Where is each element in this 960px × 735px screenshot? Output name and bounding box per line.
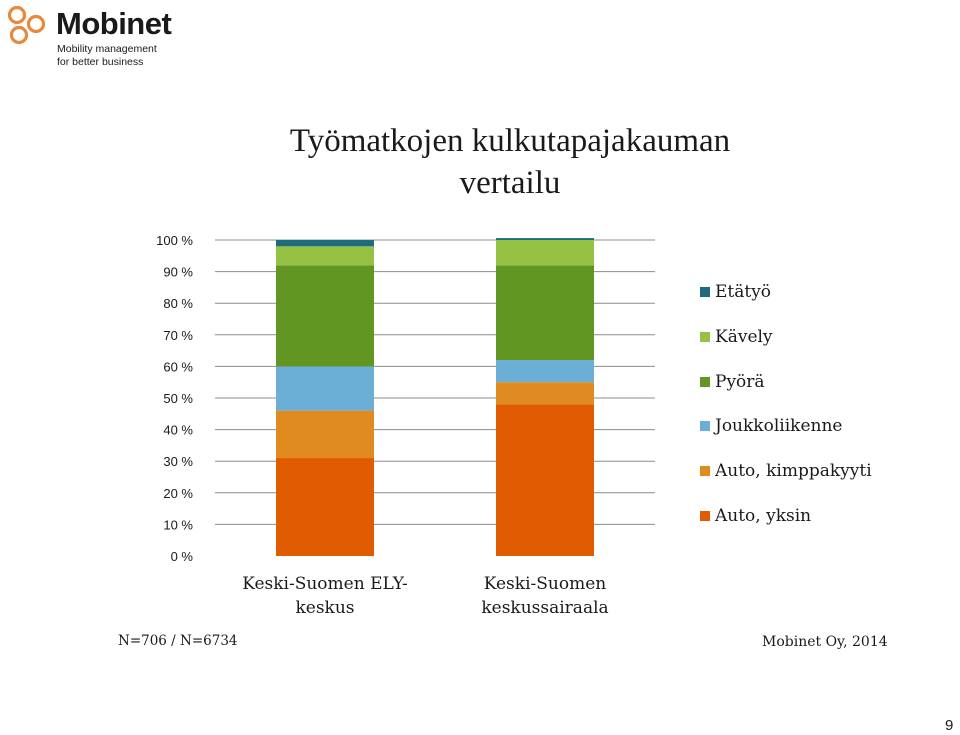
sample-size-note: N=706 / N=6734	[118, 633, 238, 649]
x-category-label: Keski-Suomen ELY-	[242, 574, 408, 594]
x-category-label: keskus	[295, 598, 354, 618]
y-tick-label: 80 %	[163, 296, 193, 311]
logo-tagline-line2: for better business	[57, 56, 144, 68]
chart-title: Työmatkojen kulkutapajakauman vertailu	[200, 120, 820, 204]
source-note: Mobinet Oy, 2014	[762, 634, 888, 650]
logo-circles-icon	[7, 5, 46, 45]
legend-swatch	[700, 331, 710, 342]
y-tick-label: 100 %	[156, 233, 193, 248]
logo-tagline: Mobility management for better business	[57, 43, 157, 69]
bar-segment	[496, 404, 594, 556]
bar-segment	[496, 265, 594, 361]
legend-label: Kävely	[715, 326, 773, 347]
legend-label: Auto, kimppakyyti	[715, 461, 872, 482]
bar-segment	[276, 366, 374, 411]
chart-title-line2: vertailu	[459, 165, 561, 201]
chart-bars	[276, 238, 594, 556]
y-tick-label: 40 %	[163, 423, 193, 438]
legend-swatch	[700, 466, 710, 477]
bar-segment	[276, 240, 374, 247]
legend-label: Pyörä	[715, 371, 765, 392]
legend-swatch	[700, 421, 710, 432]
bar-segment	[496, 240, 594, 266]
y-tick-label: 30 %	[163, 454, 193, 469]
legend-swatch	[700, 376, 710, 387]
y-tick-label: 50 %	[163, 391, 193, 406]
logo-name: Mobinet	[56, 6, 172, 41]
logo-tagline-line1: Mobility management	[57, 43, 157, 55]
page-number: 9	[945, 717, 954, 734]
bar-segment	[276, 265, 374, 367]
bar-segment	[276, 246, 374, 266]
bar-segment	[276, 458, 374, 556]
bar-segment	[496, 238, 594, 240]
y-tick-label: 60 %	[163, 359, 193, 374]
legend-swatch	[700, 287, 710, 297]
y-tick-label: 90 %	[163, 265, 193, 280]
y-tick-label: 20 %	[163, 486, 193, 501]
mobinet-logo: Mobinet Mobility management for better b…	[6, 5, 206, 69]
x-axis-labels: Keski-Suomen ELY-keskus Keski-Suomen kesku…	[242, 574, 608, 618]
legend-label: Auto, yksin	[715, 506, 812, 526]
chart-title-line1: Työmatkojen kulkutapajakauman	[289, 123, 731, 159]
y-tick-label: 70 %	[163, 328, 193, 343]
x-category-label: keskussairaala	[481, 598, 608, 618]
x-category-label: Keski-Suomen	[484, 574, 607, 594]
legend-label: Etätyö	[715, 282, 772, 302]
legend-swatch	[700, 511, 710, 521]
y-tick-label: 0 %	[171, 549, 194, 564]
y-tick-label: 10 %	[163, 517, 193, 532]
bar-segment	[496, 360, 594, 383]
y-axis-ticks: 0 % 10 % 20 % 30 % 40 % 50 % 60 % 70 % 80 % 90 % 1…	[156, 233, 193, 564]
bar-segment	[276, 410, 374, 459]
legend-label: Joukkoliikenne	[715, 416, 843, 437]
bar-segment	[496, 382, 594, 405]
